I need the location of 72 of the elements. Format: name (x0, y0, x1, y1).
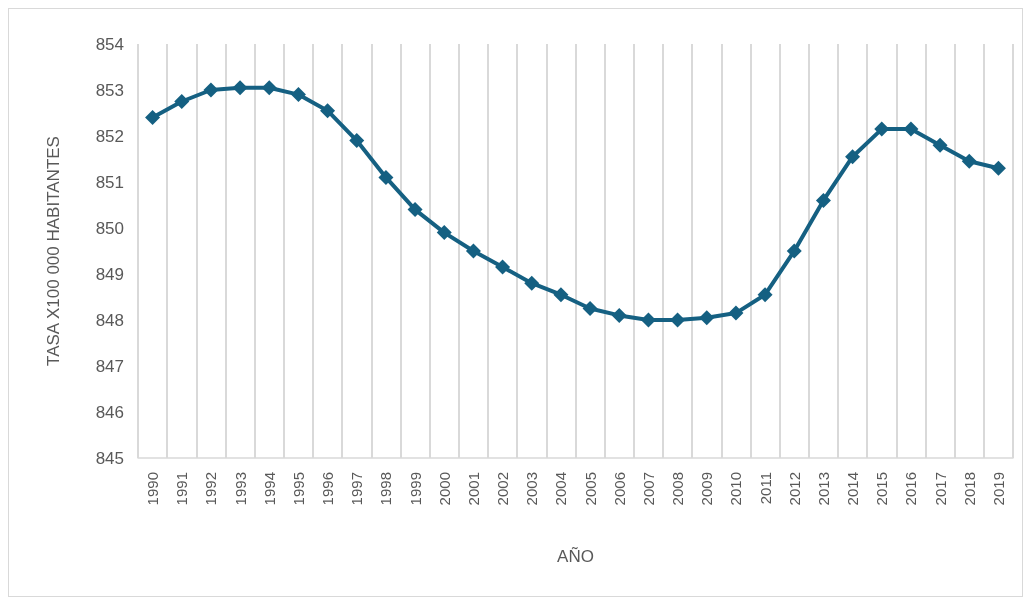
x-tick-label: 2003 (523, 472, 541, 506)
point (378, 169, 394, 185)
point (640, 312, 656, 328)
x-tick-label: 2015 (873, 472, 891, 506)
point (757, 287, 773, 303)
x-tick-label: 2012 (785, 472, 803, 506)
x-tick-label: 1998 (377, 472, 395, 506)
point (961, 153, 977, 169)
point (261, 80, 277, 96)
point (728, 305, 744, 321)
x-tick-label: 1994 (260, 472, 278, 506)
x-tick-label: 2005 (581, 472, 599, 506)
x-tick-label: 2013 (814, 472, 832, 506)
x-tick-label: 1996 (319, 472, 337, 506)
y-tick-label: 850 (95, 218, 124, 238)
point (845, 149, 861, 165)
y-tick-label: 852 (95, 126, 124, 146)
x-tick-label: 2011 (756, 472, 774, 505)
point (990, 160, 1006, 176)
x-tick-label: 2016 (902, 472, 920, 506)
point (232, 80, 248, 96)
point (349, 133, 365, 149)
point (290, 87, 306, 103)
x-tick-label: 2019 (989, 472, 1007, 506)
point (145, 110, 161, 126)
x-tick-label: 2008 (669, 472, 687, 506)
x-axis-title: AÑO (557, 547, 594, 566)
point (436, 225, 452, 241)
point (553, 287, 569, 303)
x-tick-label: 1999 (406, 472, 424, 506)
y-tick-label: 846 (95, 402, 124, 422)
y-tick-label: 854 (95, 34, 124, 54)
y-axis-title: TASA X100 000 HABITANTES (44, 136, 63, 366)
y-tick-label: 848 (95, 310, 124, 330)
point (903, 121, 919, 137)
point (786, 243, 802, 259)
point (524, 275, 540, 291)
y-tick-label: 851 (95, 172, 124, 192)
x-tick-label: 2010 (727, 472, 745, 506)
x-tick-label: 1991 (173, 472, 191, 506)
point (203, 82, 219, 98)
x-tick-label: 1990 (144, 472, 162, 506)
x-tick-label: 2007 (639, 472, 657, 506)
x-tick-label: 2006 (610, 472, 628, 506)
y-tick-label: 847 (95, 356, 124, 376)
point (932, 137, 948, 153)
x-tick-label: 1997 (348, 472, 366, 506)
x-tick-label: 1995 (289, 472, 307, 506)
point (874, 121, 890, 137)
x-tick-label: 2000 (435, 472, 453, 506)
point (495, 259, 511, 275)
x-tick-label: 2017 (931, 472, 949, 506)
point (670, 312, 686, 328)
x-tick-label: 2014 (844, 472, 862, 506)
y-tick-label: 853 (95, 80, 124, 100)
x-tick-label: 2018 (960, 472, 978, 506)
point (699, 310, 715, 326)
x-tick-label: 2001 (464, 472, 482, 506)
point (465, 243, 481, 259)
x-tick-label: 1993 (231, 472, 249, 506)
point (174, 94, 190, 109)
x-tick-label: 2004 (552, 472, 570, 506)
y-tick-label: 849 (95, 264, 124, 284)
point (815, 192, 831, 208)
point (611, 307, 627, 323)
point (407, 202, 423, 218)
x-tick-label: 1992 (202, 472, 220, 506)
x-tick-label: 2002 (494, 472, 512, 506)
y-tick-label: 845 (95, 448, 124, 468)
point (582, 301, 598, 316)
point (320, 103, 336, 119)
x-tick-label: 2009 (698, 472, 716, 506)
